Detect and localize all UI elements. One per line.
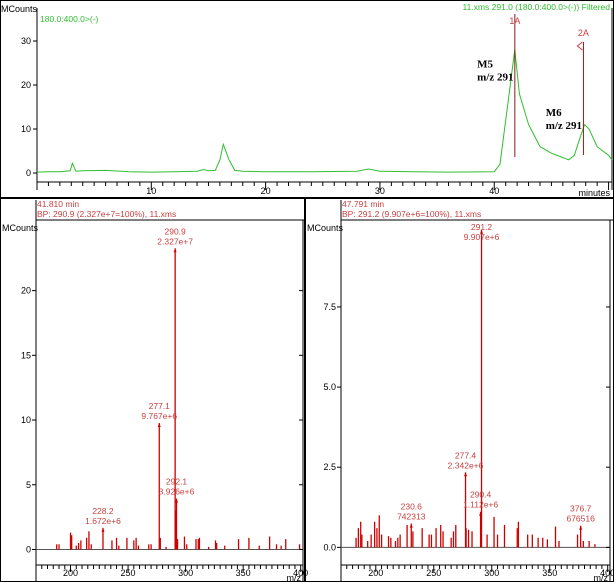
x-tick-label: 30 — [375, 186, 385, 196]
x-tick-label: 300 — [178, 568, 193, 578]
spectrum-title: 47.791 min — [342, 199, 384, 209]
y-tick-label: 0 — [26, 544, 31, 554]
y-tick-label: 0 — [26, 168, 31, 178]
x-tick-label: 400 — [600, 568, 614, 578]
x-tick-label: 200 — [368, 568, 383, 578]
x-tick-label: 40 — [489, 186, 499, 196]
peak-intensity-label: 1.112e+6 — [463, 500, 498, 510]
y-tick-label: 10 — [21, 124, 31, 134]
peak-marker-label: 1A — [509, 16, 520, 26]
peak-arrow-icon — [579, 525, 583, 530]
peak-intensity-label: 3.926e+6 — [159, 487, 195, 497]
annotation-line2: m/z 291 — [546, 120, 582, 132]
peak-arrow-icon — [175, 498, 179, 503]
scan-range-label: 180.0:400.0>(-) — [40, 14, 99, 24]
y-axis-label: MCounts — [2, 223, 39, 233]
chromatogram-panel: MCounts 0 10 20 30 10 20 30 40 minutes 180.0:400.0… — [0, 0, 614, 198]
peak-marker-label: 2A — [578, 28, 589, 38]
y-tick-label: 20 — [21, 286, 31, 296]
x-tick-label: 10 — [146, 186, 156, 196]
spectrum-subtitle: BP: 291.2 (9.907e+6=100%), 11.xms — [342, 209, 481, 219]
peak-intensity-label: 2.327e+7 — [157, 236, 193, 246]
x-tick-label: 300 — [484, 568, 499, 578]
x-tick-label: 250 — [121, 568, 136, 578]
x-tick-label: 20 — [261, 186, 271, 196]
peak-annotation: M5 m/z 291 — [477, 58, 513, 83]
y-tick-label: 20 — [21, 80, 31, 90]
peak-mz-label: 291.2 — [471, 222, 493, 232]
peak-intensity-label: 9.907e+6 — [464, 232, 500, 242]
x-axis-label: m/z — [287, 573, 302, 582]
y-axis-label: MCounts — [307, 223, 344, 233]
peak-arrow-icon — [101, 527, 105, 532]
x-tick-label: 200 — [63, 568, 78, 578]
peak-intensity-label: 2.342e+6 — [448, 460, 484, 470]
peak-mz-label: 376.7 — [570, 504, 592, 514]
panel-border — [0, 0, 614, 198]
spectrum-title: 41.810 min — [37, 199, 79, 209]
x-tick-label: 250 — [426, 568, 441, 578]
peak-marker-arrow-icon — [576, 41, 583, 51]
y-tick-label: 15 — [21, 350, 31, 360]
x-axis-label: minutes — [578, 188, 610, 198]
peak-mz-label: 228.2 — [92, 506, 114, 516]
peak-arrow-icon — [409, 523, 413, 528]
peak-arrow-icon — [464, 472, 468, 477]
peak-arrow-icon — [173, 248, 177, 253]
peak-mz-label: 277.4 — [455, 450, 477, 460]
peak-annotation: M6 m/z 291 — [546, 107, 582, 132]
y-tick-label: 30 — [21, 36, 31, 46]
peak-intensity-label: 742313 — [397, 512, 426, 522]
chromatogram-trace — [36, 49, 613, 173]
x-tick-label: 350 — [542, 568, 557, 578]
y-tick-label: 5 — [26, 480, 31, 490]
y-tick-label: 5.0 — [323, 382, 336, 392]
peak-intensity-label: 676516 — [566, 514, 595, 524]
spectrum-subtitle: BP: 290.9 (2.327e+7=100%), 11.xms — [37, 209, 176, 219]
peak-intensity-label: 9.767e+6 — [141, 411, 177, 421]
y-tick-label: 7.5 — [323, 302, 336, 312]
annotation-line2: m/z 291 — [477, 71, 513, 83]
peak-mz-label: 290.4 — [470, 490, 492, 500]
y-tick-label: 2.5 — [323, 462, 336, 472]
peak-arrow-icon — [480, 229, 484, 234]
annotation-line1: M6 — [546, 107, 562, 119]
peak-intensity-label: 1.672e+6 — [85, 516, 121, 526]
peak-mz-label: 230.6 — [401, 502, 423, 512]
x-tick-label: 400 — [293, 568, 308, 578]
panel-border — [305, 198, 614, 582]
y-tick-label: 0.0 — [323, 542, 336, 552]
y-axis-label: MCounts — [1, 4, 38, 14]
peak-mz-label: 290.9 — [164, 226, 186, 236]
peak-mz-label: 277.1 — [149, 401, 171, 411]
x-tick-label: 350 — [236, 568, 251, 578]
peak-arrow-icon — [157, 423, 161, 428]
peak-arrow-icon — [479, 511, 483, 516]
y-tick-label: 10 — [21, 415, 31, 425]
panel-border — [0, 198, 305, 582]
annotation-line1: M5 — [477, 58, 493, 70]
x-axis-label: m/z — [594, 573, 609, 582]
trace-filter-label: 11.xms 291.0 (180.0:400.0>(-)) Filtered — [463, 2, 611, 12]
peak-mz-label: 292.1 — [166, 477, 188, 487]
